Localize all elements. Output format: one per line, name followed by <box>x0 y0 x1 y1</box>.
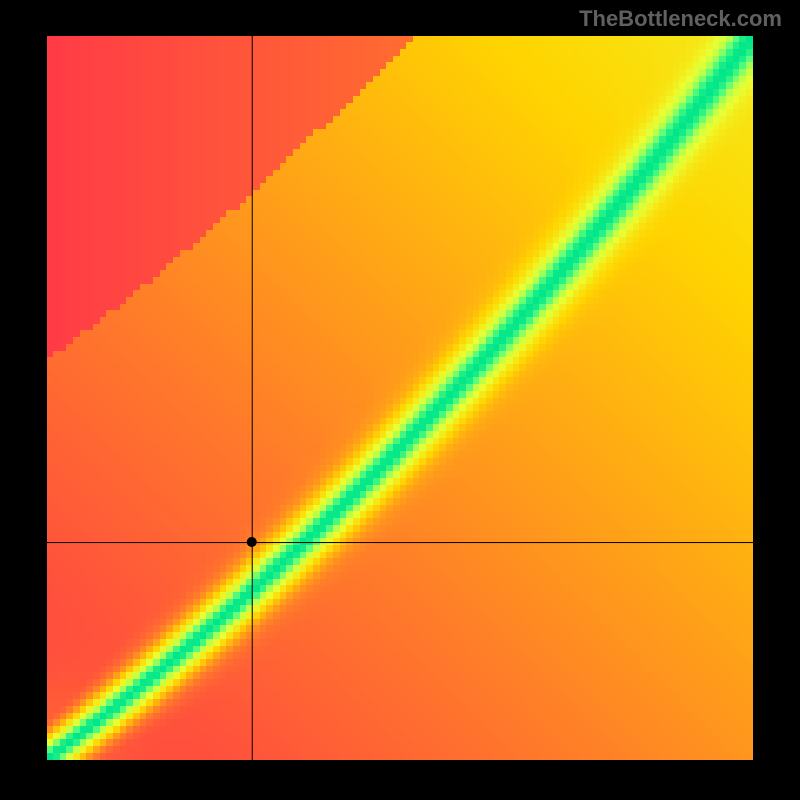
heatmap-plot <box>47 36 753 760</box>
chart-container: TheBottleneck.com <box>0 0 800 800</box>
watermark-text: TheBottleneck.com <box>579 6 782 32</box>
heatmap-canvas <box>47 36 753 760</box>
